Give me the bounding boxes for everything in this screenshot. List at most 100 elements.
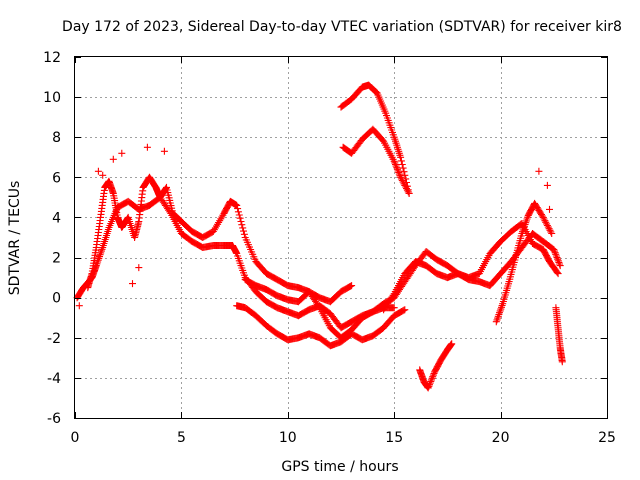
data-point [539,213,547,221]
data-point [236,214,244,222]
data-point [393,165,401,173]
data-point [234,208,242,216]
data-point [428,374,436,382]
y-axis-title: SDTVAR / TECUs [7,181,23,296]
y-tick-label: 12 [43,50,61,66]
data-point [396,172,404,180]
y-tick-label: 0 [52,291,61,307]
x-axis-title: GPS time / hours [281,459,398,475]
data-point [394,167,402,175]
y-tick-label: 10 [43,90,61,106]
y-tick-label: -4 [47,371,61,387]
data-point [390,157,398,165]
data-point [118,149,126,157]
data-point [552,252,560,260]
y-tick-label: -2 [47,331,61,347]
data-point [400,168,408,176]
data-point [237,218,245,225]
data-point [555,258,563,266]
chart-title: Day 172 of 2023, Sidereal Day-to-day VTE… [62,19,622,35]
data-point [399,178,407,186]
y-tick-label: 2 [52,251,61,267]
data-point [541,217,549,225]
data-point [398,161,406,168]
y-tick-label: 6 [52,170,61,186]
data-point [545,225,553,233]
data-point [426,381,433,389]
data-point [427,378,435,385]
data-point [233,201,241,209]
data-point [238,221,246,229]
data-point [543,220,551,228]
y-tick-label: 4 [52,210,61,226]
data-point [143,143,151,151]
data-point [129,280,136,288]
data-point [552,250,560,258]
data-point [400,180,408,188]
data-point [391,159,399,167]
data-point [75,302,83,310]
data-point [543,181,551,189]
data-point [397,175,405,183]
data-point [404,188,412,196]
data-point [550,247,558,255]
data-point [542,218,550,226]
data-point [426,379,434,387]
data-point [395,170,403,178]
data-point [392,162,400,170]
data-point [429,371,437,379]
data-point [554,257,562,265]
data-point [544,223,552,231]
data-point [401,306,409,314]
data-point [234,205,242,213]
x-tick-label: 20 [492,430,510,446]
data-point [540,215,548,223]
data-point [403,186,411,194]
data-point [427,376,435,384]
data-point [494,314,502,322]
plot-frame [74,56,608,419]
axis-ticks: 0 5 10 15 20 25 -6 -4 -2 0 2 4 6 8 10 12 [43,50,616,446]
data-point [493,316,501,324]
data-point [135,264,143,272]
data-point [401,181,409,189]
data-point [389,291,397,299]
data-point [551,249,559,257]
data-point [402,183,410,191]
data-point [546,205,553,213]
data-point [390,304,398,312]
data-point [395,169,403,176]
data-point [99,171,107,179]
data-point [405,189,413,197]
data-point [448,340,456,348]
data-point [239,224,247,232]
data-point [397,173,405,181]
data-point [543,222,551,229]
data-point [392,161,399,168]
data-point [109,155,117,163]
data-point [372,88,379,95]
data-point [425,382,433,390]
data-point [240,227,247,235]
data-point [554,270,562,278]
data-point [398,177,406,184]
data-point [554,255,562,263]
data-point [399,164,407,172]
data-point [429,373,437,381]
data-point [235,211,243,219]
data-point [347,282,355,290]
data-point [315,302,323,310]
data-point [397,157,405,165]
data-point [94,167,102,175]
data-point [498,302,506,309]
data-point [400,306,408,314]
data-point [535,167,543,175]
y-tick-label: -6 [47,411,61,427]
x-tick-label: 5 [177,430,186,446]
data-points [73,81,566,392]
data-point [240,230,248,238]
data-point [403,185,410,193]
data-point [547,228,555,236]
data-point [553,254,561,262]
